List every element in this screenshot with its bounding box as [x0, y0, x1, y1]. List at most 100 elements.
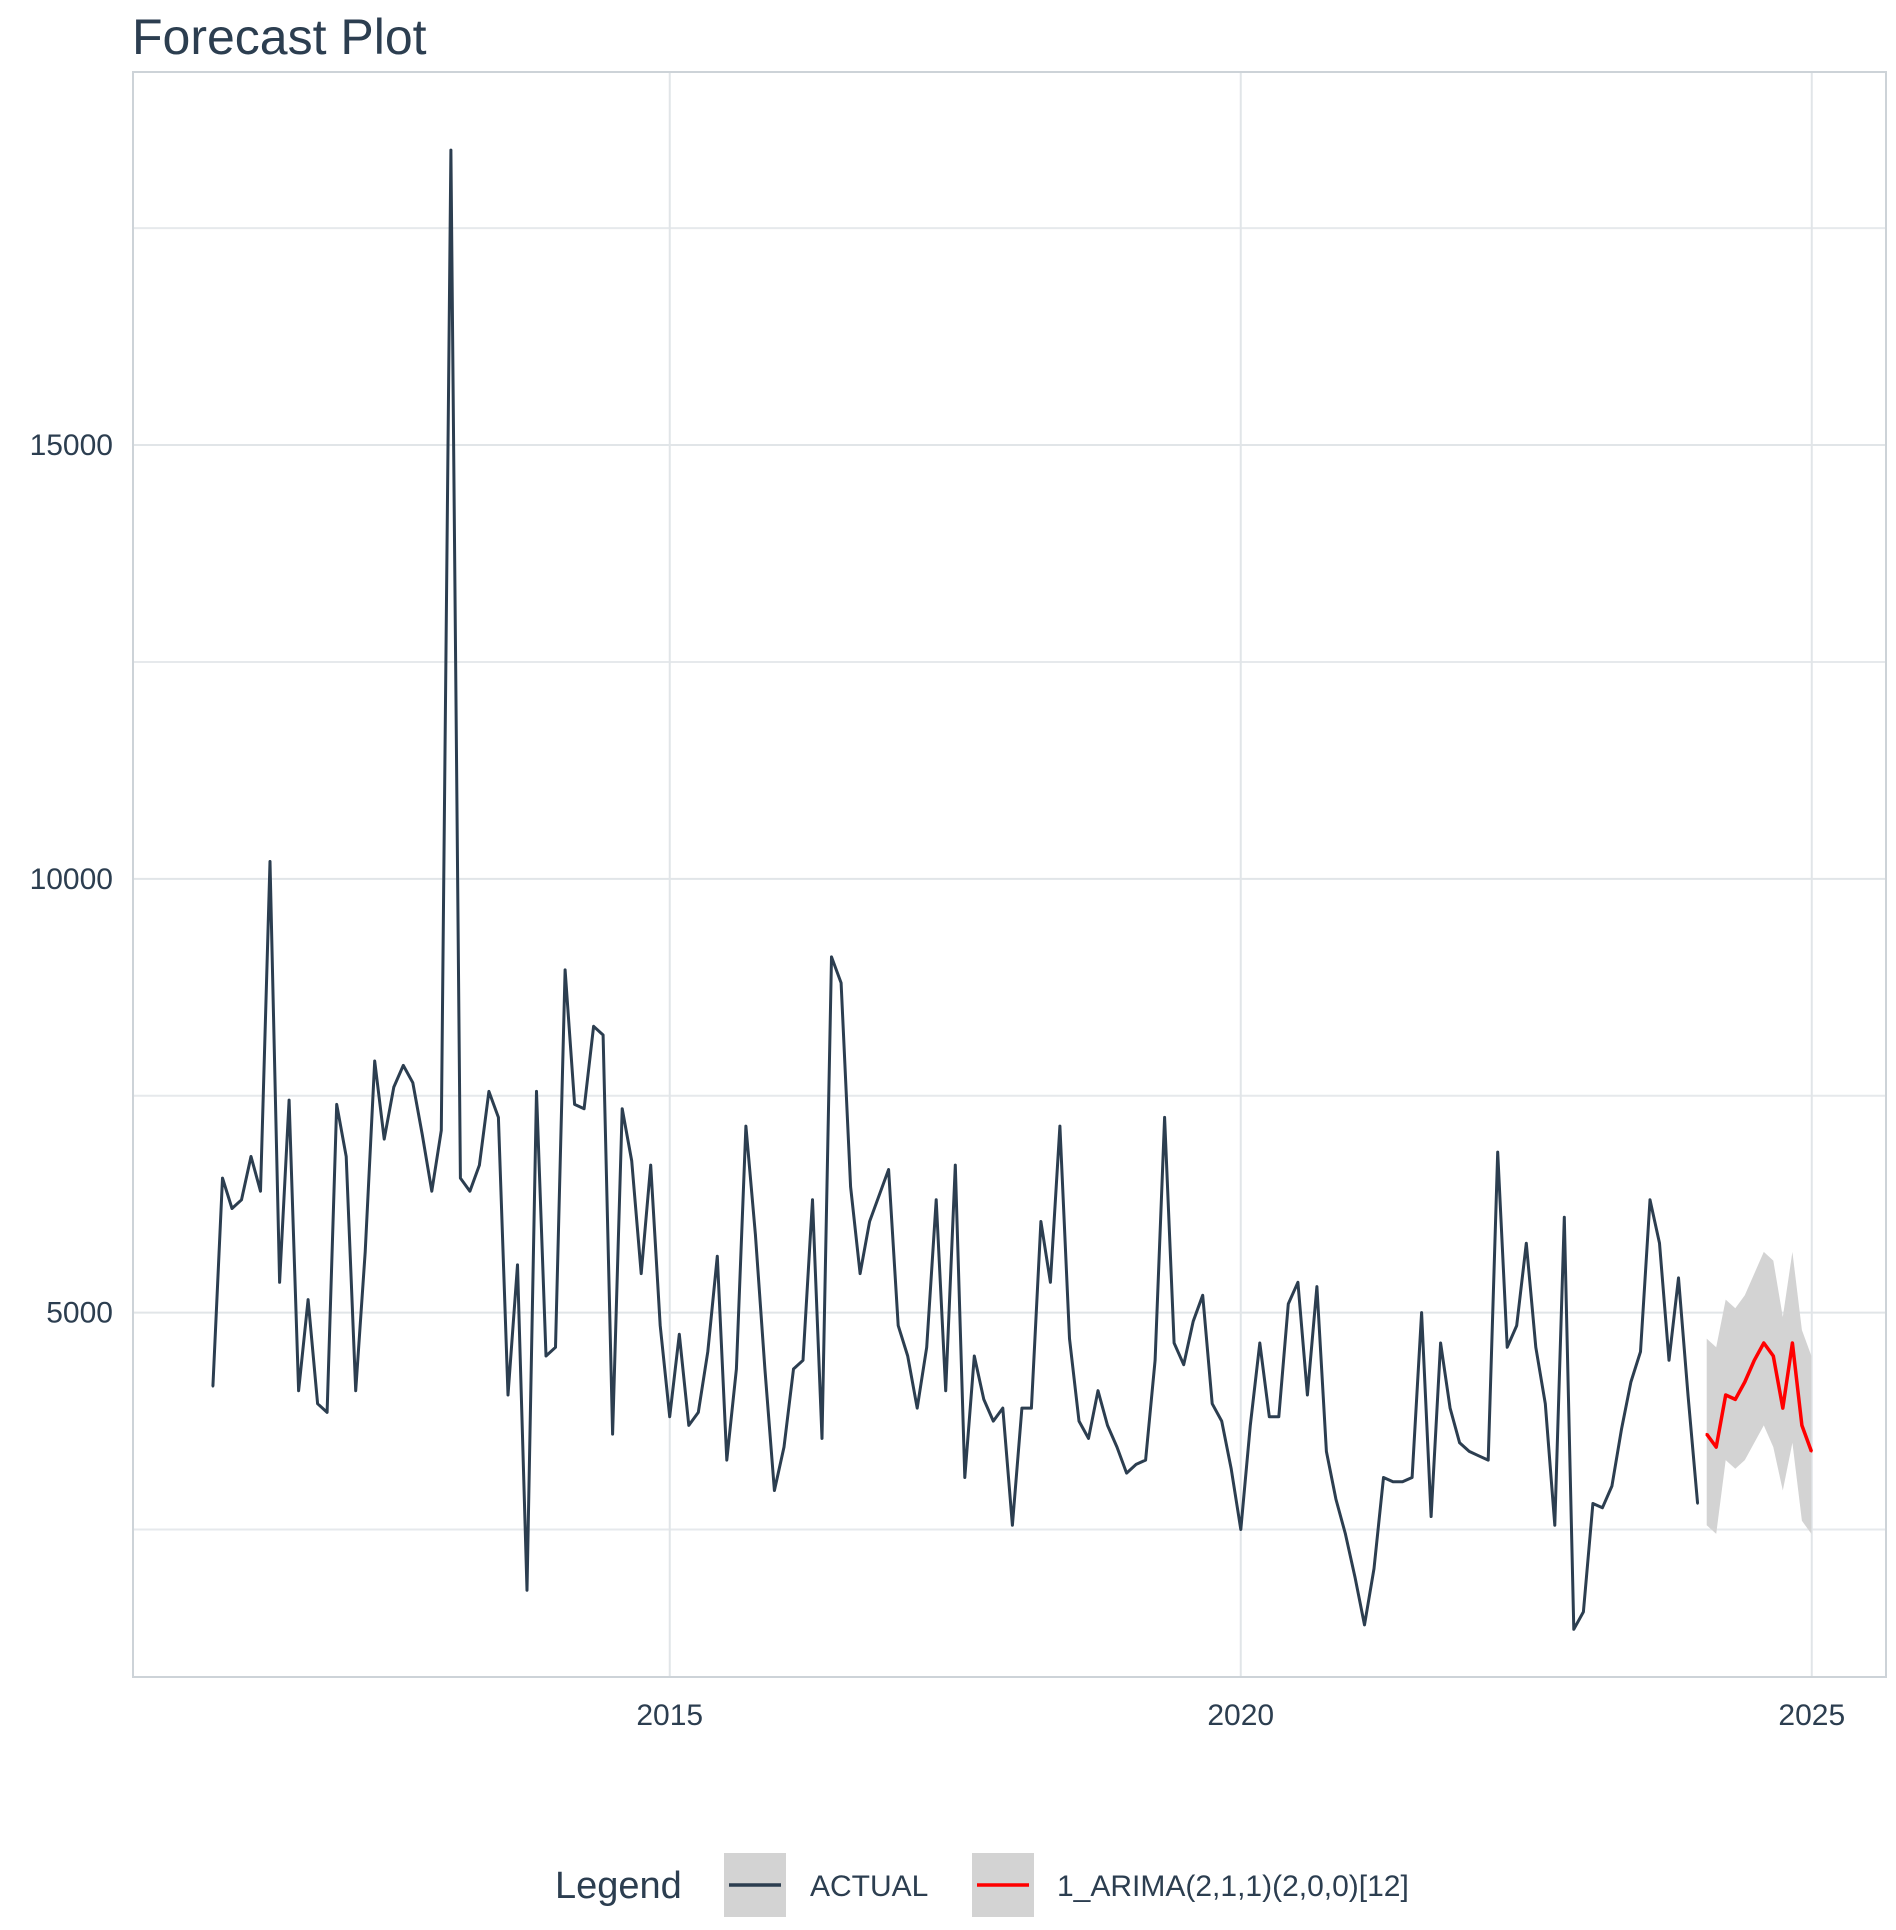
actual-point: [1068, 1337, 1071, 1340]
actual-point: [830, 955, 833, 959]
actual-point: [1458, 1441, 1461, 1445]
actual-point: [1506, 1346, 1509, 1349]
actual-point: [858, 1272, 862, 1275]
actual-point: [754, 1233, 757, 1236]
actual-point: [278, 1281, 281, 1284]
actual-point: [1629, 1380, 1633, 1384]
actual-point: [525, 1589, 529, 1592]
actual-point: [1353, 1576, 1357, 1579]
actual-point: [1553, 1524, 1557, 1527]
axis-tick-labels: 5000 10000 15000 2015 2020 2025: [30, 429, 1846, 1732]
plot-panel-border: [132, 71, 1887, 1678]
actual-point: [820, 1437, 824, 1440]
forecast-point: [1705, 1432, 1708, 1436]
actual-point: [1610, 1484, 1614, 1488]
actual-point: [763, 1367, 767, 1371]
actual-point: [1420, 1311, 1423, 1314]
actual-point: [383, 1137, 386, 1141]
x-tick-label: 2025: [1778, 1699, 1845, 1732]
actual-point: [411, 1081, 414, 1084]
actual-point: [1325, 1450, 1328, 1453]
actual-point: [678, 1333, 681, 1336]
actual-point: [687, 1424, 690, 1427]
actual-point: [1620, 1428, 1623, 1431]
actual-point: [1639, 1350, 1642, 1353]
actual-point: [1182, 1363, 1185, 1366]
actual-point: [640, 1272, 643, 1275]
actual-point: [544, 1354, 548, 1358]
actual-point: [992, 1419, 995, 1423]
actual-point: [1039, 1220, 1043, 1223]
actual-point: [1439, 1341, 1442, 1345]
actual-point: [659, 1324, 662, 1327]
actual-point: [1030, 1406, 1033, 1410]
actual-point: [973, 1354, 976, 1358]
actual-point: [1239, 1528, 1243, 1531]
forecast-point: [1791, 1341, 1794, 1345]
actual-point: [268, 860, 272, 863]
y-tick-label: 15000: [30, 429, 113, 462]
actual-point: [1410, 1476, 1414, 1479]
actual-point: [354, 1389, 357, 1392]
actual-point: [1049, 1281, 1052, 1284]
actual-point: [916, 1406, 919, 1410]
actual-point: [621, 1107, 624, 1110]
actual-point: [649, 1163, 652, 1167]
forecast-point: [1781, 1406, 1785, 1410]
actual-point: [801, 1359, 805, 1362]
actual-point: [573, 1103, 576, 1106]
forecast-point: [1810, 1450, 1813, 1453]
actual-point: [1296, 1281, 1300, 1284]
actual-point: [1496, 1150, 1499, 1154]
actual-point: [1648, 1198, 1652, 1202]
actual-point: [877, 1194, 881, 1197]
actual-point: [497, 1116, 500, 1119]
actual-point: [1125, 1471, 1128, 1475]
actual-point: [325, 1411, 329, 1414]
actual-point: [792, 1367, 795, 1371]
actual-point: [440, 1129, 443, 1132]
actual-point: [1582, 1610, 1585, 1614]
actual-point: [735, 1367, 738, 1371]
actual-point: [1077, 1419, 1081, 1423]
actual-point: [611, 1432, 614, 1436]
actual-point: [1230, 1467, 1233, 1471]
actual-point: [1268, 1415, 1271, 1418]
actual-point: [478, 1163, 481, 1167]
actual-point: [364, 1250, 367, 1254]
actual-point: [1163, 1116, 1166, 1119]
actual-point: [554, 1346, 557, 1349]
actual-point: [630, 1159, 633, 1163]
actual-point: [601, 1033, 605, 1037]
actual-point: [1448, 1406, 1452, 1410]
actual-point: [725, 1458, 728, 1462]
actual-point: [1487, 1458, 1490, 1462]
actual-point: [592, 1025, 595, 1028]
actual-point: [1658, 1242, 1661, 1245]
actual-point: [316, 1402, 319, 1405]
actual-point: [335, 1103, 338, 1106]
actual-point: [1144, 1458, 1147, 1462]
actual-point: [1544, 1402, 1547, 1405]
actual-point: [259, 1190, 262, 1193]
actual-point: [516, 1263, 519, 1267]
actual-point: [1534, 1346, 1538, 1349]
actual-point: [963, 1476, 966, 1479]
x-tick-label: 2015: [636, 1699, 703, 1732]
actual-point: [1096, 1389, 1100, 1392]
actual-point: [744, 1124, 748, 1128]
legend-label: 1_ARIMA(2,1,1)(2,0,0)[12]: [1057, 1870, 1409, 1903]
actual-point: [1677, 1276, 1680, 1280]
actual-point: [1211, 1402, 1214, 1405]
confidence-bands: [1706, 1251, 1812, 1534]
actual-point: [468, 1190, 472, 1193]
forecast-point: [1724, 1393, 1727, 1397]
actual-point: [1106, 1424, 1109, 1427]
actual-point: [402, 1064, 405, 1067]
actual-point: [1667, 1359, 1671, 1362]
actual-point: [887, 1168, 890, 1171]
actual-point: [211, 1385, 215, 1388]
actual-point: [1382, 1476, 1385, 1479]
actual-point: [1525, 1242, 1528, 1245]
actual-point: [944, 1389, 947, 1392]
